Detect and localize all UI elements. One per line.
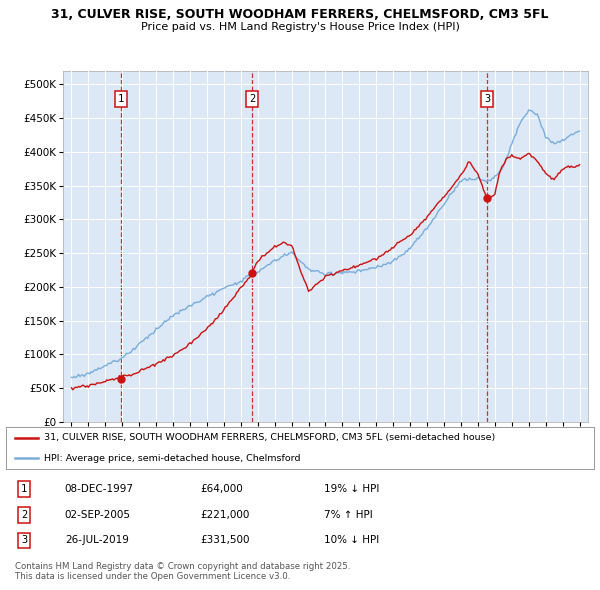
Text: £221,000: £221,000 (200, 510, 250, 520)
Text: 1: 1 (21, 484, 28, 494)
Text: 02-SEP-2005: 02-SEP-2005 (65, 510, 131, 520)
Text: 2: 2 (249, 94, 255, 104)
Text: 08-DEC-1997: 08-DEC-1997 (65, 484, 134, 494)
Text: 19% ↓ HPI: 19% ↓ HPI (323, 484, 379, 494)
Text: 31, CULVER RISE, SOUTH WOODHAM FERRERS, CHELMSFORD, CM3 5FL: 31, CULVER RISE, SOUTH WOODHAM FERRERS, … (51, 8, 549, 21)
Text: 3: 3 (21, 536, 28, 545)
Text: 7% ↑ HPI: 7% ↑ HPI (323, 510, 372, 520)
Text: £331,500: £331,500 (200, 536, 250, 545)
Text: HPI: Average price, semi-detached house, Chelmsford: HPI: Average price, semi-detached house,… (44, 454, 301, 463)
Text: 2: 2 (21, 510, 28, 520)
Text: £64,000: £64,000 (200, 484, 243, 494)
Text: 3: 3 (484, 94, 491, 104)
Text: 10% ↓ HPI: 10% ↓ HPI (323, 536, 379, 545)
Text: 1: 1 (118, 94, 124, 104)
Text: Price paid vs. HM Land Registry's House Price Index (HPI): Price paid vs. HM Land Registry's House … (140, 22, 460, 32)
Text: Contains HM Land Registry data © Crown copyright and database right 2025.
This d: Contains HM Land Registry data © Crown c… (15, 562, 350, 581)
Text: 31, CULVER RISE, SOUTH WOODHAM FERRERS, CHELMSFORD, CM3 5FL (semi-detached house: 31, CULVER RISE, SOUTH WOODHAM FERRERS, … (44, 433, 496, 442)
Text: 26-JUL-2019: 26-JUL-2019 (65, 536, 128, 545)
